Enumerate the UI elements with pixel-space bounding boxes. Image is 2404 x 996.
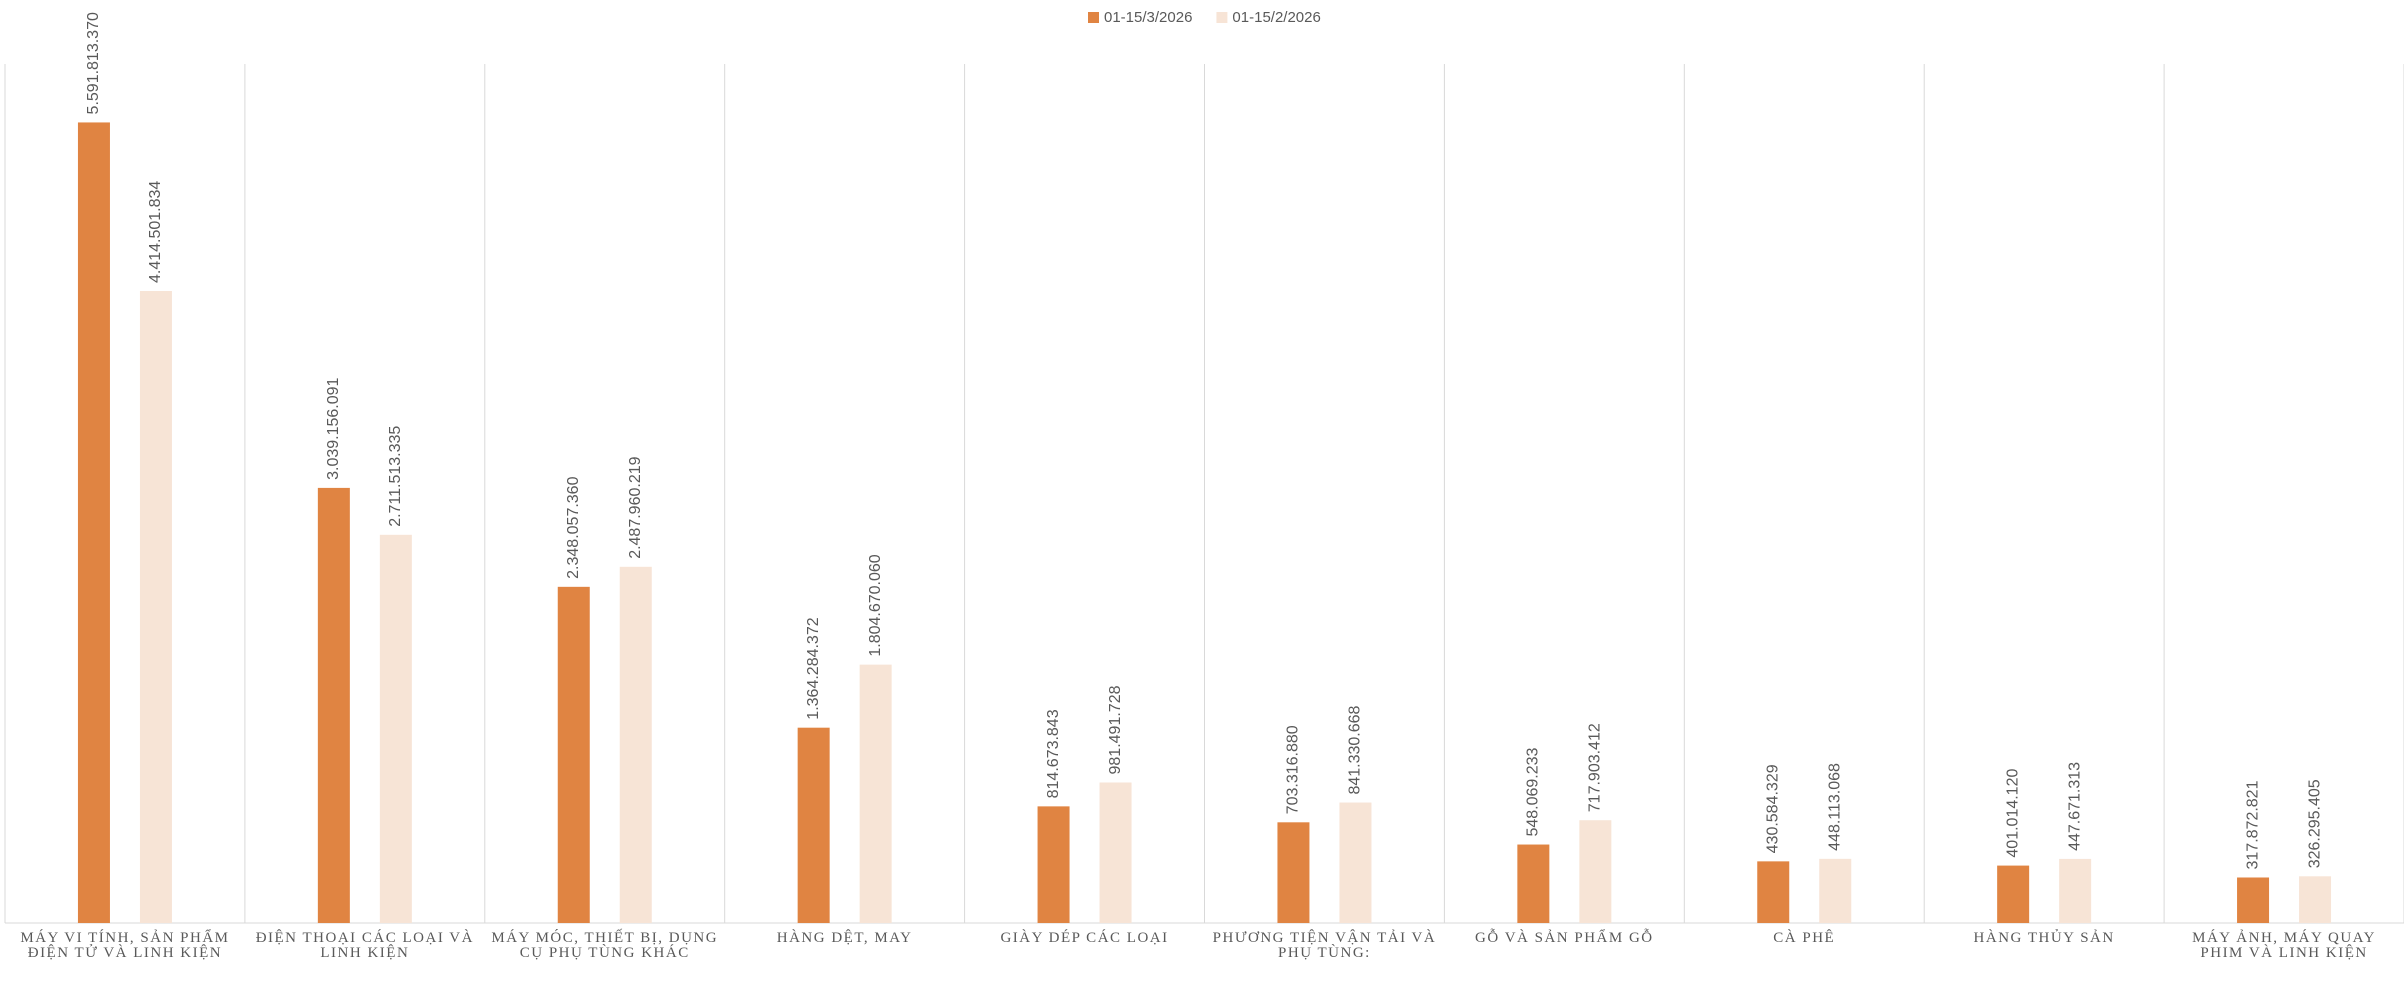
data-label: 326.295.405 xyxy=(2306,779,2323,868)
legend-swatch xyxy=(1216,12,1228,23)
data-label: 2.487.960.219 xyxy=(627,456,644,558)
data-label: 1.364.284.372 xyxy=(805,617,822,719)
data-label: 401.014.120 xyxy=(2004,769,2021,858)
bar xyxy=(139,290,172,923)
bar xyxy=(2059,858,2092,923)
x-tick-label: PHƯƠNG TIỆN VẬN TẢI VÀ PHỤ TÙNG: xyxy=(1212,930,1437,961)
bar xyxy=(1517,844,1550,923)
bar xyxy=(1819,858,1852,923)
legend-swatch xyxy=(1088,12,1099,23)
x-tick-label: MÁY ẢNH, MÁY QUAY PHIM VÀ LINH KIỆN xyxy=(2192,930,2376,961)
data-label: 430.584.329 xyxy=(1764,764,1781,853)
data-label: 448.113.068 xyxy=(1826,763,1843,851)
bar xyxy=(557,586,590,923)
bar xyxy=(1277,822,1310,923)
x-tick-label: HÀNG THỦY SẢN xyxy=(1973,930,2115,946)
data-label: 703.316.880 xyxy=(1285,725,1302,814)
x-tick-label: HÀNG DỆT, MAY xyxy=(776,930,913,946)
bar xyxy=(1997,865,2030,923)
data-label: 2.348.057.360 xyxy=(565,476,582,578)
bar xyxy=(619,566,652,923)
data-label: 317.872.821 xyxy=(2244,780,2261,869)
data-label: 717.903.412 xyxy=(1587,723,1604,812)
x-tick-label: MÁY VI TÍNH, SẢN PHẨM ĐIỆN TỬ VÀ LINH KI… xyxy=(20,930,230,961)
bar xyxy=(379,534,412,923)
data-label: 5.591.813.370 xyxy=(85,12,102,114)
x-tick-label: GIÀY DÉP CÁC LOẠI xyxy=(1000,930,1169,946)
data-label: 447.671.313 xyxy=(2066,762,2083,851)
bar xyxy=(797,727,830,923)
data-label: 814.673.843 xyxy=(1045,709,1062,798)
legend-label: 01-15/2/2026 xyxy=(1232,9,1320,26)
data-label: 1.804.670.060 xyxy=(867,554,884,656)
bar xyxy=(1339,802,1372,923)
data-label: 841.330.668 xyxy=(1347,705,1364,794)
data-label: 2.711.513.335 xyxy=(387,426,404,527)
x-tick-label: MÁY MÓC, THIẾT BỊ, DỤNG CỤ PHỤ TÙNG KHÁC xyxy=(491,930,719,961)
bar xyxy=(1757,861,1790,923)
bar xyxy=(1037,806,1070,923)
bar xyxy=(317,487,350,923)
x-tick-label: GỖ VÀ SẢN PHẨM GỖ xyxy=(1475,930,1654,946)
bar xyxy=(2237,877,2270,923)
bar xyxy=(1099,782,1132,923)
legend-label: 01-15/3/2026 xyxy=(1104,9,1192,26)
data-label: 4.414.501.834 xyxy=(147,181,164,283)
data-label: 548.069.233 xyxy=(1525,747,1542,836)
bar xyxy=(2299,876,2332,923)
bar xyxy=(859,664,892,923)
bar xyxy=(77,122,110,923)
x-tick-label: CÀ PHÊ xyxy=(1773,930,1836,946)
x-tick-label: ĐIỆN THOẠI CÁC LOẠI VÀ LINH KIỆN xyxy=(255,930,474,961)
data-label: 981.491.728 xyxy=(1107,685,1124,774)
data-label: 3.039.156.091 xyxy=(325,377,342,479)
bar xyxy=(1579,820,1612,923)
